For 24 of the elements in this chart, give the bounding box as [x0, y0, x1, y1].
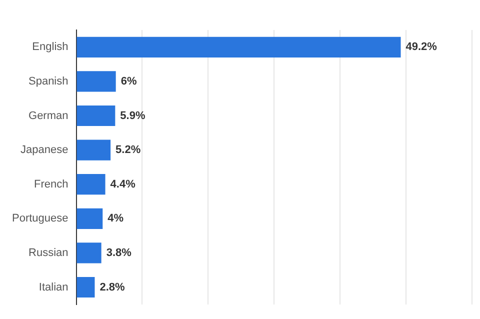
bar [76, 36, 401, 58]
bar [76, 140, 111, 160]
y-tick-label: Italian [38, 281, 68, 294]
y-tick-label: Japanese [20, 144, 68, 156]
data-label: 4% [108, 212, 124, 225]
data-label: 4.4% [110, 178, 136, 190]
y-tick-label: Portuguese [12, 212, 68, 225]
bar [76, 174, 106, 195]
y-tick-label: Russian [28, 246, 68, 259]
bar [76, 276, 95, 298]
bar [76, 71, 116, 92]
y-tick-label: French [34, 178, 68, 190]
y-tick-label: Spanish [28, 75, 68, 88]
data-label: 49.2% [406, 41, 438, 54]
data-label: 5.9% [120, 110, 146, 122]
bar [76, 208, 103, 229]
data-label: 6% [120, 75, 137, 88]
y-tick-label: English [32, 41, 68, 54]
bar [76, 105, 116, 126]
data-label: 3.8% [106, 246, 132, 259]
y-tick-label: German [28, 110, 68, 122]
bar [76, 242, 102, 264]
data-label: 5.2% [116, 144, 141, 156]
data-label: 2.8% [100, 281, 126, 294]
